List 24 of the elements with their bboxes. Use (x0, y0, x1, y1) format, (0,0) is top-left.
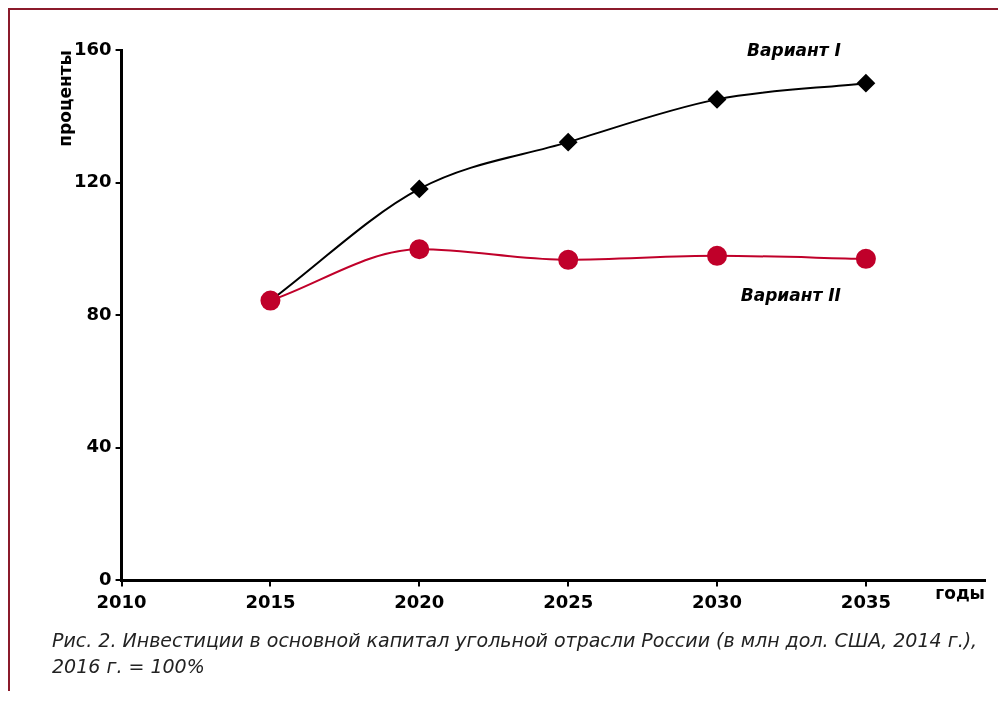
series-label: Вариант I (747, 39, 841, 60)
x-tick-label: 2030 (691, 590, 743, 612)
point (708, 90, 727, 109)
text: Рис. 2. Инвестиции в основной капитал угольной отрасли России (в млн дол. США, 2014 г.), 2016 г. = 100% (51, 628, 979, 679)
point (409, 239, 430, 260)
y-axis-title: проценты (55, 50, 75, 147)
x-tick-label: 2025 (543, 590, 594, 612)
point (558, 249, 579, 270)
y-tick-label: 120 (74, 170, 112, 192)
point (707, 245, 728, 266)
y-tick-label: 0 (99, 568, 112, 590)
point (559, 133, 578, 152)
y-tick-label: 160 (74, 37, 112, 59)
point (856, 74, 875, 93)
y-tick-label: 40 (86, 435, 112, 457)
point (410, 179, 429, 198)
x-tick-label: 2035 (840, 590, 891, 612)
point (855, 248, 876, 269)
x-tick-label: 2015 (245, 590, 296, 612)
x-tick-label: 2020 (394, 590, 445, 612)
series-label: Вариант II (740, 285, 841, 306)
x-tick-label: 2010 (96, 590, 147, 612)
y-tick-label: 80 (86, 302, 112, 324)
x-axis-title: годы (935, 583, 985, 604)
